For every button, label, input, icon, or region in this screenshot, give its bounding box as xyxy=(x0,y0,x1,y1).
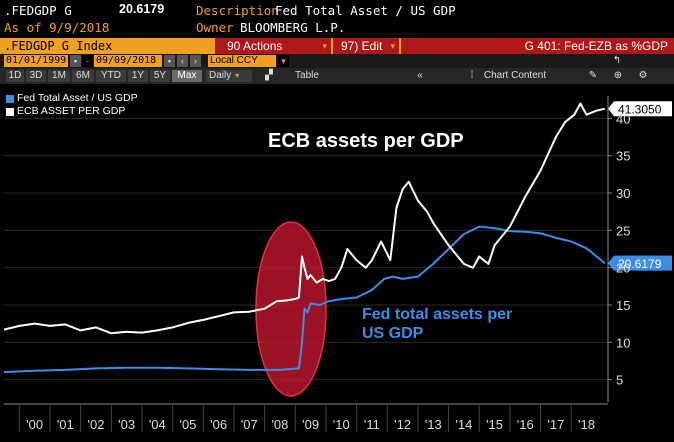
settings-gear-icon[interactable]: ⚙ xyxy=(638,70,648,81)
x-tick-label: '05 xyxy=(179,417,196,432)
x-tick-label: '14 xyxy=(455,417,472,432)
chart-type-icon[interactable]: ▞ xyxy=(265,70,273,81)
description-label: Description xyxy=(196,3,279,18)
end-date-field[interactable]: 09/09/2018 xyxy=(94,55,162,67)
command-bar: .FEDGDP G Index 90 Actions ▾ 97) Edit ▾ … xyxy=(0,38,674,54)
range-1m[interactable]: 1M xyxy=(48,70,70,82)
actions-label: 90 Actions xyxy=(227,39,283,53)
actions-menu-button[interactable]: 90 Actions ▾ xyxy=(215,38,331,54)
prev-arrow-icon[interactable]: ‹ xyxy=(177,55,188,67)
owner-label: Owner xyxy=(196,20,234,35)
x-tick-label: '09 xyxy=(302,417,319,432)
edit-menu-button[interactable]: 97) Edit ▾ xyxy=(333,38,399,54)
range-1y[interactable]: 1Y xyxy=(128,70,148,82)
collapse-arrows-icon[interactable]: « xyxy=(417,70,423,81)
y-tick-label: 5 xyxy=(616,373,623,388)
date-separator-icon: - xyxy=(82,55,93,67)
range-max[interactable]: Max xyxy=(172,70,202,82)
index-input[interactable]: .FEDGDP G Index xyxy=(0,38,213,54)
chart-canvas: 20.6179 41.3050 '00 '01 '02 '03 '04 '05 '06 '07 '… xyxy=(0,84,674,442)
legend-swatch-ecb xyxy=(6,107,14,116)
chart-title-label: G 401: Fed-EZB as %GDP xyxy=(401,38,674,54)
legend-label-ecb: ECB ASSET PER GDP xyxy=(17,105,126,117)
as-of-date: As of 9/9/2018 xyxy=(4,20,110,35)
legend-swatch-fed xyxy=(6,94,14,103)
x-tick-label: '00 xyxy=(26,417,43,432)
owner-value: BLOOMBERG L.P. xyxy=(240,20,346,35)
chart-legend: Fed Total Asset / US GDP ECB ASSET PER G… xyxy=(6,92,138,118)
x-tick-label: '16 xyxy=(517,417,534,432)
range-3d[interactable]: 3D xyxy=(26,70,46,82)
x-tick-label: '13 xyxy=(425,417,442,432)
ticker-label: .FEDGDP G xyxy=(4,3,72,18)
x-tick-label: '07 xyxy=(241,417,258,432)
dropdown-caret-icon[interactable]: ▾ xyxy=(278,55,289,67)
legend-item-fed[interactable]: Fed Total Asset / US GDP xyxy=(6,92,138,105)
legend-item-ecb[interactable]: ECB ASSET PER GDP xyxy=(6,105,138,118)
x-tick-label: '02 xyxy=(88,417,105,432)
date-picker-icon[interactable]: ▪ xyxy=(70,55,81,67)
x-tick-label: '18 xyxy=(578,417,595,432)
ecb-annotation: ECB assets per GDP xyxy=(268,130,464,152)
range-6m[interactable]: 6M xyxy=(72,70,94,82)
y-tick-label: 10 xyxy=(616,335,630,350)
fed-last-value-tag xyxy=(608,255,672,271)
x-tick-label: '12 xyxy=(394,417,411,432)
y-tick-label: 35 xyxy=(616,149,630,164)
y-tick-label: 40 xyxy=(616,111,630,126)
currency-select[interactable]: Local CCY xyxy=(208,55,276,67)
range-5y[interactable]: 5Y xyxy=(150,70,170,82)
chart-content-icon: ⁞ xyxy=(470,70,474,81)
x-tick-label: '10 xyxy=(333,417,350,432)
highlight-ellipse xyxy=(255,221,327,397)
next-arrow-icon[interactable]: › xyxy=(190,55,201,67)
dropdown-caret-icon: ▾ xyxy=(390,41,395,51)
y-tick-label: 20 xyxy=(616,261,630,276)
edit-label: 97) Edit xyxy=(341,39,383,53)
frequency-select[interactable]: Daily ▾ xyxy=(206,70,252,82)
range-1d[interactable]: 1D xyxy=(6,70,24,82)
chart-content-button[interactable]: Chart Content xyxy=(483,70,547,81)
x-tick-label: '03 xyxy=(118,417,135,432)
x-tick-label: '04 xyxy=(149,417,166,432)
ecb-last-value-tag xyxy=(608,101,672,117)
legend-label-fed: Fed Total Asset / US GDP xyxy=(17,92,138,104)
security-header: .FEDGDP G 20.6179 Description Fed Total … xyxy=(0,0,674,38)
x-tick-label: '17 xyxy=(547,417,564,432)
fed-annotation-line1: Fed total assets per xyxy=(362,306,512,323)
fed-annotation-line2: US GDP xyxy=(362,325,424,342)
start-date-field[interactable]: 01/01/1999 xyxy=(4,55,68,67)
chart-background xyxy=(0,84,674,442)
fed-series-line xyxy=(3,225,606,374)
x-tick-label: '01 xyxy=(57,417,74,432)
frequency-label: Daily xyxy=(209,70,232,81)
range-toolbar: 1D 3D 1M 6M YTD 1Y 5Y Max Daily ▾ ▞ Table… xyxy=(0,55,674,84)
y-tick-label: 25 xyxy=(616,223,630,238)
x-tick-label: '06 xyxy=(210,417,227,432)
range-ytd[interactable]: YTD xyxy=(96,70,126,82)
y-tick-label: 30 xyxy=(616,186,630,201)
x-tick-label: '08 xyxy=(271,417,288,432)
y-tick-label: 15 xyxy=(616,298,630,313)
dropdown-caret-icon: ▾ xyxy=(322,41,327,51)
edit-icon[interactable]: ✎ xyxy=(588,70,598,81)
last-value: 20.6179 xyxy=(119,2,165,16)
fed-last-value-label: 20.6179 xyxy=(618,257,662,271)
date-range-bar: 01/01/1999 ▪ - 09/09/2018 ▪ ‹ › Local CC… xyxy=(0,54,674,68)
x-tick-label: '15 xyxy=(486,417,503,432)
ecb-series-line xyxy=(3,102,606,335)
table-button[interactable]: Table xyxy=(295,70,319,81)
dropdown-caret-icon: ▾ xyxy=(235,71,240,80)
description-value: Fed Total Asset / US GDP xyxy=(275,3,456,18)
back-arrow-icon[interactable]: ↰ xyxy=(612,55,622,66)
x-tick-label: '11 xyxy=(364,417,380,432)
zoom-icon[interactable]: ⊕ xyxy=(613,70,623,81)
date-picker-icon[interactable]: ▪ xyxy=(164,55,175,67)
ecb-last-value-label: 41.3050 xyxy=(618,103,662,117)
